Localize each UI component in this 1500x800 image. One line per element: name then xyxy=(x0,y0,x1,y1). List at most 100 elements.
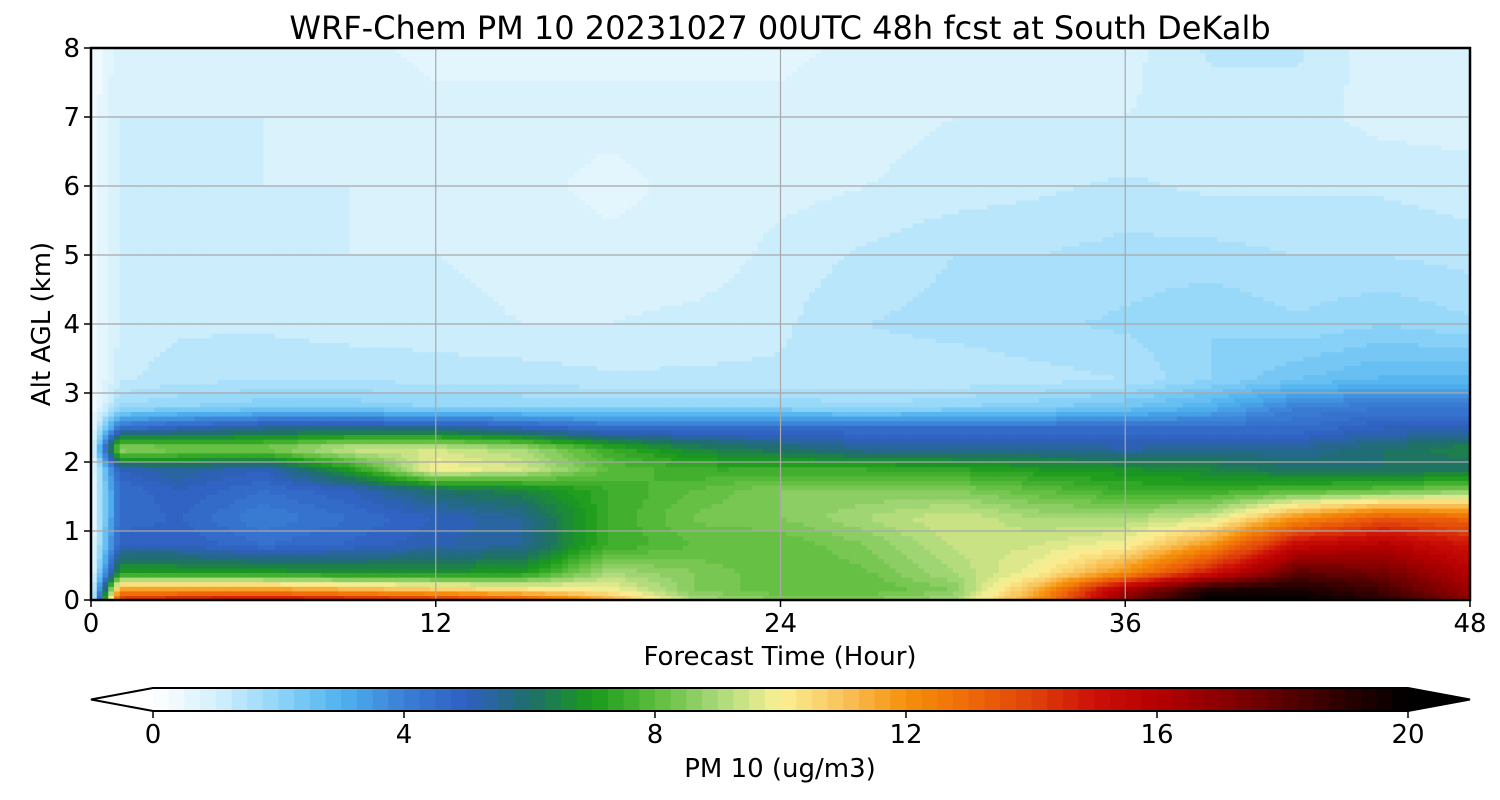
heatmap-cell xyxy=(562,526,569,532)
heatmap-cell xyxy=(228,503,236,509)
heatmap-cell xyxy=(1113,549,1121,555)
heatmap-cell xyxy=(769,577,776,583)
heatmap-cell xyxy=(384,577,391,583)
heatmap-cell xyxy=(1280,567,1287,573)
heatmap-cell xyxy=(981,521,988,527)
heatmap-cell xyxy=(1366,535,1373,541)
heatmap-cell xyxy=(826,586,833,592)
heatmap-cell xyxy=(1090,503,1098,509)
heatmap-cell xyxy=(665,572,672,578)
heatmap-cell xyxy=(498,581,506,587)
heatmap-cell xyxy=(326,508,333,514)
heatmap-cell xyxy=(1142,554,1149,560)
heatmap-cell xyxy=(470,595,477,601)
heatmap-cell xyxy=(435,508,443,514)
heatmap-cell xyxy=(481,544,489,550)
heatmap-cell xyxy=(223,590,230,596)
heatmap-cell xyxy=(929,572,937,578)
heatmap-cell xyxy=(521,540,529,546)
heatmap-cell xyxy=(1090,567,1098,573)
heatmap-cell xyxy=(136,535,144,541)
heatmap-cell xyxy=(556,512,563,518)
heatmap-cell xyxy=(1062,544,1069,550)
heatmap-cell xyxy=(1464,526,1471,532)
heatmap-cell xyxy=(1251,590,1259,596)
heatmap-cell xyxy=(1320,531,1327,537)
heatmap-cell xyxy=(665,554,672,560)
heatmap-cell xyxy=(832,531,839,537)
heatmap-cell xyxy=(596,563,603,569)
heatmap-cell xyxy=(866,512,874,518)
heatmap-cell xyxy=(452,512,460,518)
heatmap-cell xyxy=(1383,526,1391,532)
heatmap-cell xyxy=(435,554,443,560)
heatmap-cell xyxy=(1360,586,1368,592)
heatmap-cell xyxy=(711,549,718,555)
heatmap-cell xyxy=(947,503,954,509)
heatmap-cell xyxy=(96,590,104,596)
heatmap-cell xyxy=(544,581,552,587)
heatmap-cell xyxy=(159,526,167,532)
heatmap-cell xyxy=(286,544,293,550)
heatmap-cell xyxy=(1010,554,1017,560)
heatmap-cell xyxy=(814,581,822,587)
heatmap-cell xyxy=(378,567,385,573)
heatmap-cell xyxy=(1090,572,1098,578)
heatmap-cell xyxy=(447,544,454,550)
heatmap-cell xyxy=(1291,577,1299,583)
heatmap-cell xyxy=(843,526,851,532)
heatmap-cell xyxy=(1274,540,1281,546)
heatmap-cell xyxy=(1108,521,1115,527)
heatmap-cell xyxy=(441,586,448,592)
heatmap-cell xyxy=(533,567,540,573)
heatmap-cell xyxy=(1073,567,1080,573)
heatmap-cell xyxy=(958,544,965,550)
heatmap-cell xyxy=(1131,503,1138,509)
heatmap-cell xyxy=(355,581,362,587)
heatmap-cell xyxy=(1406,595,1414,601)
heatmap-cell xyxy=(389,581,397,587)
heatmap-cell xyxy=(217,549,224,555)
heatmap-cell xyxy=(1171,512,1178,518)
heatmap-cell xyxy=(332,581,339,587)
heatmap-cell xyxy=(91,531,98,537)
heatmap-cell xyxy=(326,558,333,564)
heatmap-cell xyxy=(516,567,523,573)
heatmap-cell xyxy=(1085,512,1092,518)
heatmap-cell xyxy=(889,563,897,569)
heatmap-cell xyxy=(550,540,558,546)
heatmap-cell xyxy=(832,517,839,523)
heatmap-cell xyxy=(855,512,862,518)
heatmap-cell xyxy=(1067,586,1075,592)
heatmap-cell xyxy=(820,558,828,564)
heatmap-cell xyxy=(1125,549,1132,555)
heatmap-cell xyxy=(470,531,477,537)
heatmap-cell xyxy=(602,581,609,587)
heatmap-cell xyxy=(504,554,512,560)
heatmap-cell xyxy=(274,558,282,564)
heatmap-cell xyxy=(872,521,879,527)
heatmap-cell xyxy=(1274,567,1281,573)
heatmap-cell xyxy=(734,517,741,523)
heatmap-cell xyxy=(539,563,546,569)
heatmap-cell xyxy=(1429,590,1437,596)
heatmap-cell xyxy=(556,540,563,546)
heatmap-cell xyxy=(625,544,632,550)
heatmap-cell xyxy=(918,577,925,583)
heatmap-cell xyxy=(407,512,414,518)
heatmap-cell xyxy=(1424,586,1431,592)
heatmap-cell xyxy=(797,540,805,546)
heatmap-cell xyxy=(1429,577,1437,583)
heatmap-cell xyxy=(1090,512,1098,518)
heatmap-cell xyxy=(1337,526,1345,532)
heatmap-cell xyxy=(1378,586,1385,592)
heatmap-cell xyxy=(119,540,127,546)
heatmap-cell xyxy=(895,531,902,537)
heatmap-cell xyxy=(182,540,190,546)
heatmap-cell xyxy=(975,526,983,532)
heatmap-cell xyxy=(1268,581,1276,587)
heatmap-cell xyxy=(1205,531,1213,537)
heatmap-cell xyxy=(1142,558,1149,564)
heatmap-cell xyxy=(493,503,500,509)
heatmap-cell xyxy=(246,526,253,532)
